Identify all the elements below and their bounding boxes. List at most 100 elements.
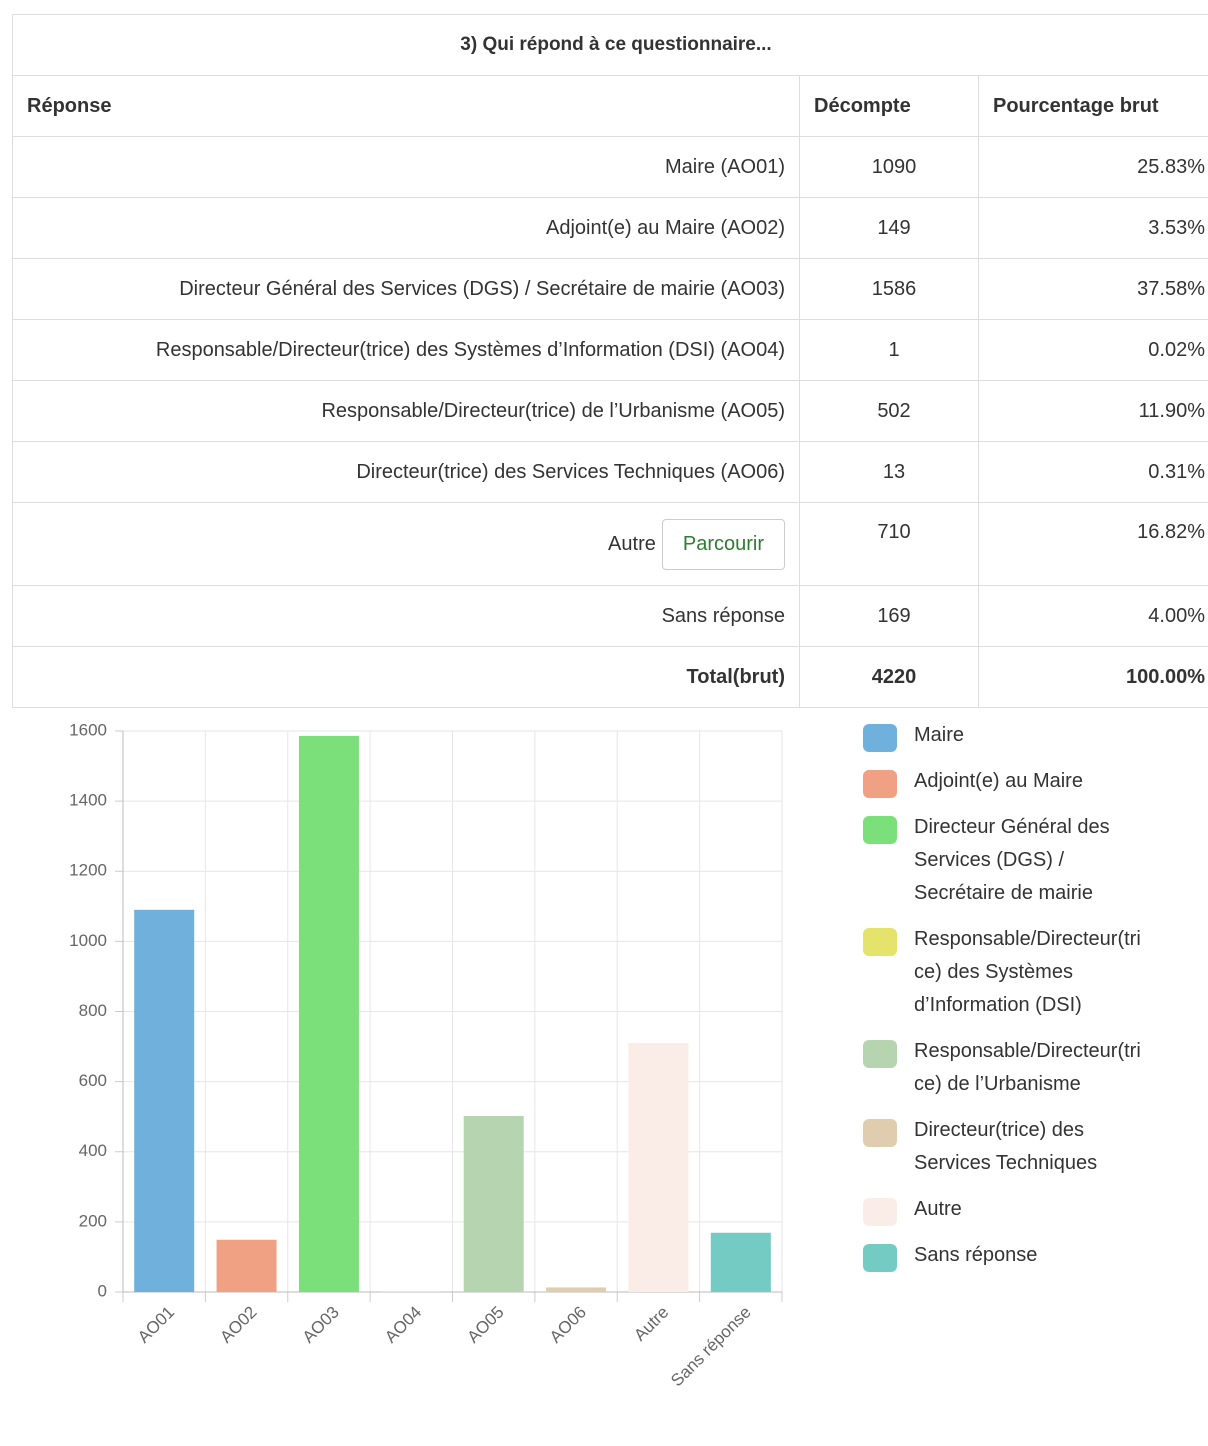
y-tick-label: 400 (79, 1141, 107, 1160)
y-tick-label: 600 (79, 1071, 107, 1090)
x-tick-label: Sans réponse (667, 1303, 755, 1391)
legend-label: Directeur Général des Services (DGS) / S… (914, 816, 1110, 904)
legend-swatch (863, 770, 897, 798)
legend-item: Directeur(trice) des Services Techniques (863, 1117, 1153, 1180)
legend-swatch (863, 1244, 897, 1272)
response-cell: Responsable/Directeur(trice) des Système… (12, 319, 800, 381)
response-cell: Directeur Général des Services (DGS) / S… (12, 258, 800, 320)
count-cell: 1 (799, 319, 979, 381)
response-cell: Sans réponse (12, 585, 800, 647)
percent-cell: 11.90% (978, 380, 1208, 442)
y-tick-label: 800 (79, 1001, 107, 1020)
legend-swatch (863, 1198, 897, 1226)
header: Décompte (799, 75, 979, 137)
response-label: Responsable/Directeur(trice) des Système… (155, 338, 785, 361)
bar (628, 1043, 689, 1292)
x-tick-label: AO05 (464, 1303, 508, 1347)
response-label: Sans réponse (661, 604, 785, 627)
percent-cell: 0.31% (978, 441, 1208, 503)
header: Pourcentage brut (978, 75, 1208, 137)
response-label: Directeur(trice) des Services Techniques… (356, 460, 785, 483)
response-label: Directeur Général des Services (DGS) / S… (179, 277, 785, 300)
y-tick-label: 1200 (69, 861, 107, 880)
legend-label: Adjoint(e) au Maire (914, 770, 1083, 792)
percent-cell: 3.53% (978, 197, 1208, 259)
percent-cell: 0.02% (978, 319, 1208, 381)
table-row: Responsable/Directeur(trice) de l’Urbani… (12, 380, 1208, 442)
response-label: Adjoint(e) au Maire (AO02) (546, 216, 785, 239)
x-tick-label: Autre (630, 1303, 672, 1345)
legend-item: Directeur Général des Services (DGS) / S… (863, 814, 1153, 910)
x-tick-label: AO03 (299, 1303, 343, 1347)
y-tick-label: 200 (79, 1211, 107, 1230)
x-tick-label: AO06 (546, 1303, 590, 1347)
results-table: 3) Qui répond à ce questionnaire... Répo… (12, 14, 1208, 708)
legend-item: Sans réponse (863, 1242, 1153, 1272)
bar (546, 1287, 607, 1292)
x-tick-label: AO01 (134, 1303, 178, 1347)
table-row: Maire (AO01) 1090 25.83% (12, 136, 1208, 198)
y-tick-label: 0 (98, 1281, 107, 1300)
legend-swatch (863, 1040, 897, 1068)
table-row: Directeur(trice) des Services Techniques… (12, 441, 1208, 503)
count-cell: 149 (799, 197, 979, 259)
legend-label: Maire (914, 724, 965, 746)
percent-cell: 16.82% (978, 502, 1208, 586)
table-row: Responsable/Directeur(trice) des Système… (12, 319, 1208, 381)
legend-item: Maire (863, 722, 1153, 752)
bar (463, 1115, 524, 1292)
count-cell: 1090 (799, 136, 979, 198)
response-cell: Autre Parcourir (12, 502, 800, 586)
count-cell: 169 (799, 585, 979, 647)
y-tick-label: 1400 (69, 791, 107, 810)
percent-cell: 37.58% (978, 258, 1208, 320)
response-label: Responsable/Directeur(trice) de l’Urbani… (321, 399, 785, 422)
legend-swatch (863, 724, 897, 752)
legend-item: Responsable/Directeur(trice) des Système… (863, 926, 1153, 1022)
legend-label: Sans réponse (914, 1244, 1038, 1266)
header: Réponse (12, 75, 800, 137)
response-label: Autre (608, 532, 656, 555)
percent-cell: 4.00% (978, 585, 1208, 647)
table-row: Directeur Général des Services (DGS) / S… (12, 258, 1208, 320)
y-tick-label: 1000 (69, 931, 107, 950)
table-title: 3) Qui répond à ce questionnaire... (12, 14, 1208, 76)
total-percent: 100.00% (978, 646, 1208, 708)
legend-item: Adjoint(e) au Maire (863, 768, 1153, 798)
total-count: 4220 (799, 646, 979, 708)
table-row: Adjoint(e) au Maire (AO02) 149 3.53% (12, 197, 1208, 259)
legend-swatch (863, 816, 897, 844)
legend-swatch (863, 1119, 897, 1147)
legend-label: Autre (914, 1198, 962, 1220)
legend-label: Directeur(trice) des Services Techniques (914, 1119, 1098, 1174)
bar (710, 1232, 771, 1292)
response-cell: Adjoint(e) au Maire (AO02) (12, 197, 800, 259)
legend-label: Responsable/Directeur(trice) des Système… (914, 928, 1141, 1016)
y-tick-label: 1600 (69, 720, 107, 739)
browse-button[interactable]: Parcourir (661, 518, 785, 570)
legend: Maire Adjoint(e) au Maire Directeur Généra… (863, 722, 1153, 1288)
percent-cell: 25.83% (978, 136, 1208, 198)
response-label: Maire (AO01) (664, 155, 785, 178)
bar (134, 909, 195, 1292)
total-label: Total(brut) (12, 646, 800, 708)
legend-item: Responsable/Directeur(trice) de l’Urbani… (863, 1038, 1153, 1101)
response-cell: Responsable/Directeur(trice) de l’Urbani… (12, 380, 800, 442)
response-cell: Maire (AO01) (12, 136, 800, 198)
count-cell: 1586 (799, 258, 979, 320)
bar (298, 735, 359, 1292)
count-cell: 502 (799, 380, 979, 442)
count-cell: 13 (799, 441, 979, 503)
x-tick-label: AO04 (381, 1303, 425, 1347)
count-cell: 710 (799, 502, 979, 586)
legend-item: Autre (863, 1196, 1153, 1226)
legend-label: Responsable/Directeur(trice) de l’Urbani… (914, 1040, 1141, 1095)
table-row: Sans réponse 169 4.00% (12, 585, 1208, 647)
chart: 0 200 400 600 800 1000 1200 1400 1600 AO01 AO02 AO0… (69, 720, 783, 1391)
response-cell: Directeur(trice) des Services Techniques… (12, 441, 800, 503)
legend-swatch (863, 928, 897, 956)
x-tick-label: AO02 (216, 1303, 260, 1347)
table-body: Maire (AO01) 1090 25.83% Adjoint(e) au Mair… (12, 136, 1208, 647)
table-row: Autre Parcourir 710 16.82% (12, 502, 1208, 586)
